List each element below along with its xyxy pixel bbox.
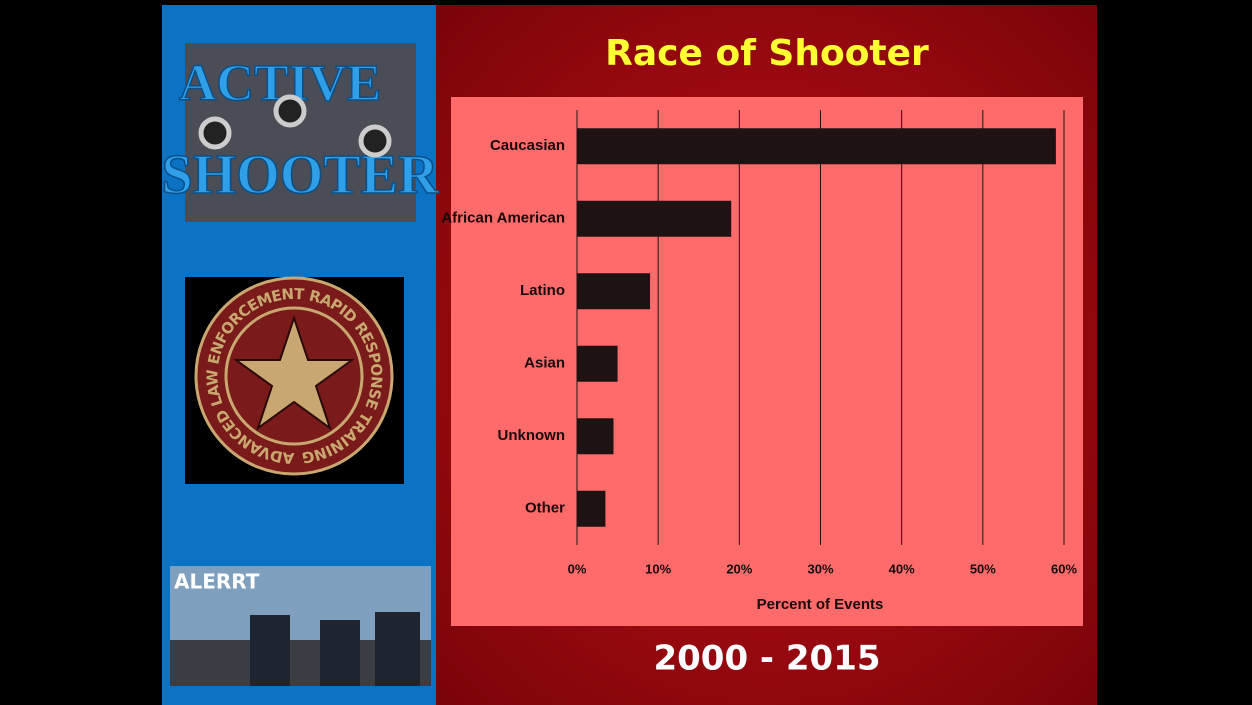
logo-text: SHOOTER [162, 144, 440, 206]
chart-area [451, 97, 1083, 626]
chart-title: Race of Shooter [605, 33, 929, 74]
x-tick-label: 10% [645, 561, 671, 576]
bar [577, 418, 614, 455]
bar [577, 200, 732, 237]
x-tick-label: 0% [568, 561, 587, 576]
bar [577, 273, 651, 310]
photo-figure [250, 615, 290, 686]
bar [577, 345, 618, 382]
bar [577, 490, 606, 527]
y-tick-label: Caucasian [490, 137, 565, 154]
bullet-hole [358, 124, 392, 158]
x-tick-label: 60% [1051, 561, 1077, 576]
y-tick-label: Other [525, 500, 565, 517]
seal-logo: ADVANCED LAW ENFORCEMENT RAPID RESPONSE … [185, 276, 404, 484]
star [232, 314, 356, 431]
active-shooter-logo: ACTIVE SHOOTER [161, 43, 440, 222]
photo-figure [375, 612, 420, 686]
bullet-hole [273, 94, 307, 128]
x-tick-label: 50% [970, 561, 996, 576]
bullet-hole [198, 116, 232, 150]
photo-text: ALERRT [174, 570, 260, 594]
chart-subtitle: 2000 - 2015 [653, 639, 880, 679]
x-axis-label: Percent of Events [757, 596, 884, 613]
y-tick-label: African American [441, 210, 565, 227]
y-tick-label: Unknown [498, 427, 566, 444]
x-tick-label: 40% [889, 561, 915, 576]
photo: ALERRT [170, 566, 431, 686]
x-tick-label: 30% [807, 561, 833, 576]
bar [577, 128, 1056, 165]
photo-figure [320, 620, 360, 686]
y-tick-label: Asian [524, 355, 565, 372]
x-tick-label: 20% [726, 561, 752, 576]
y-tick-label: Latino [520, 282, 565, 299]
